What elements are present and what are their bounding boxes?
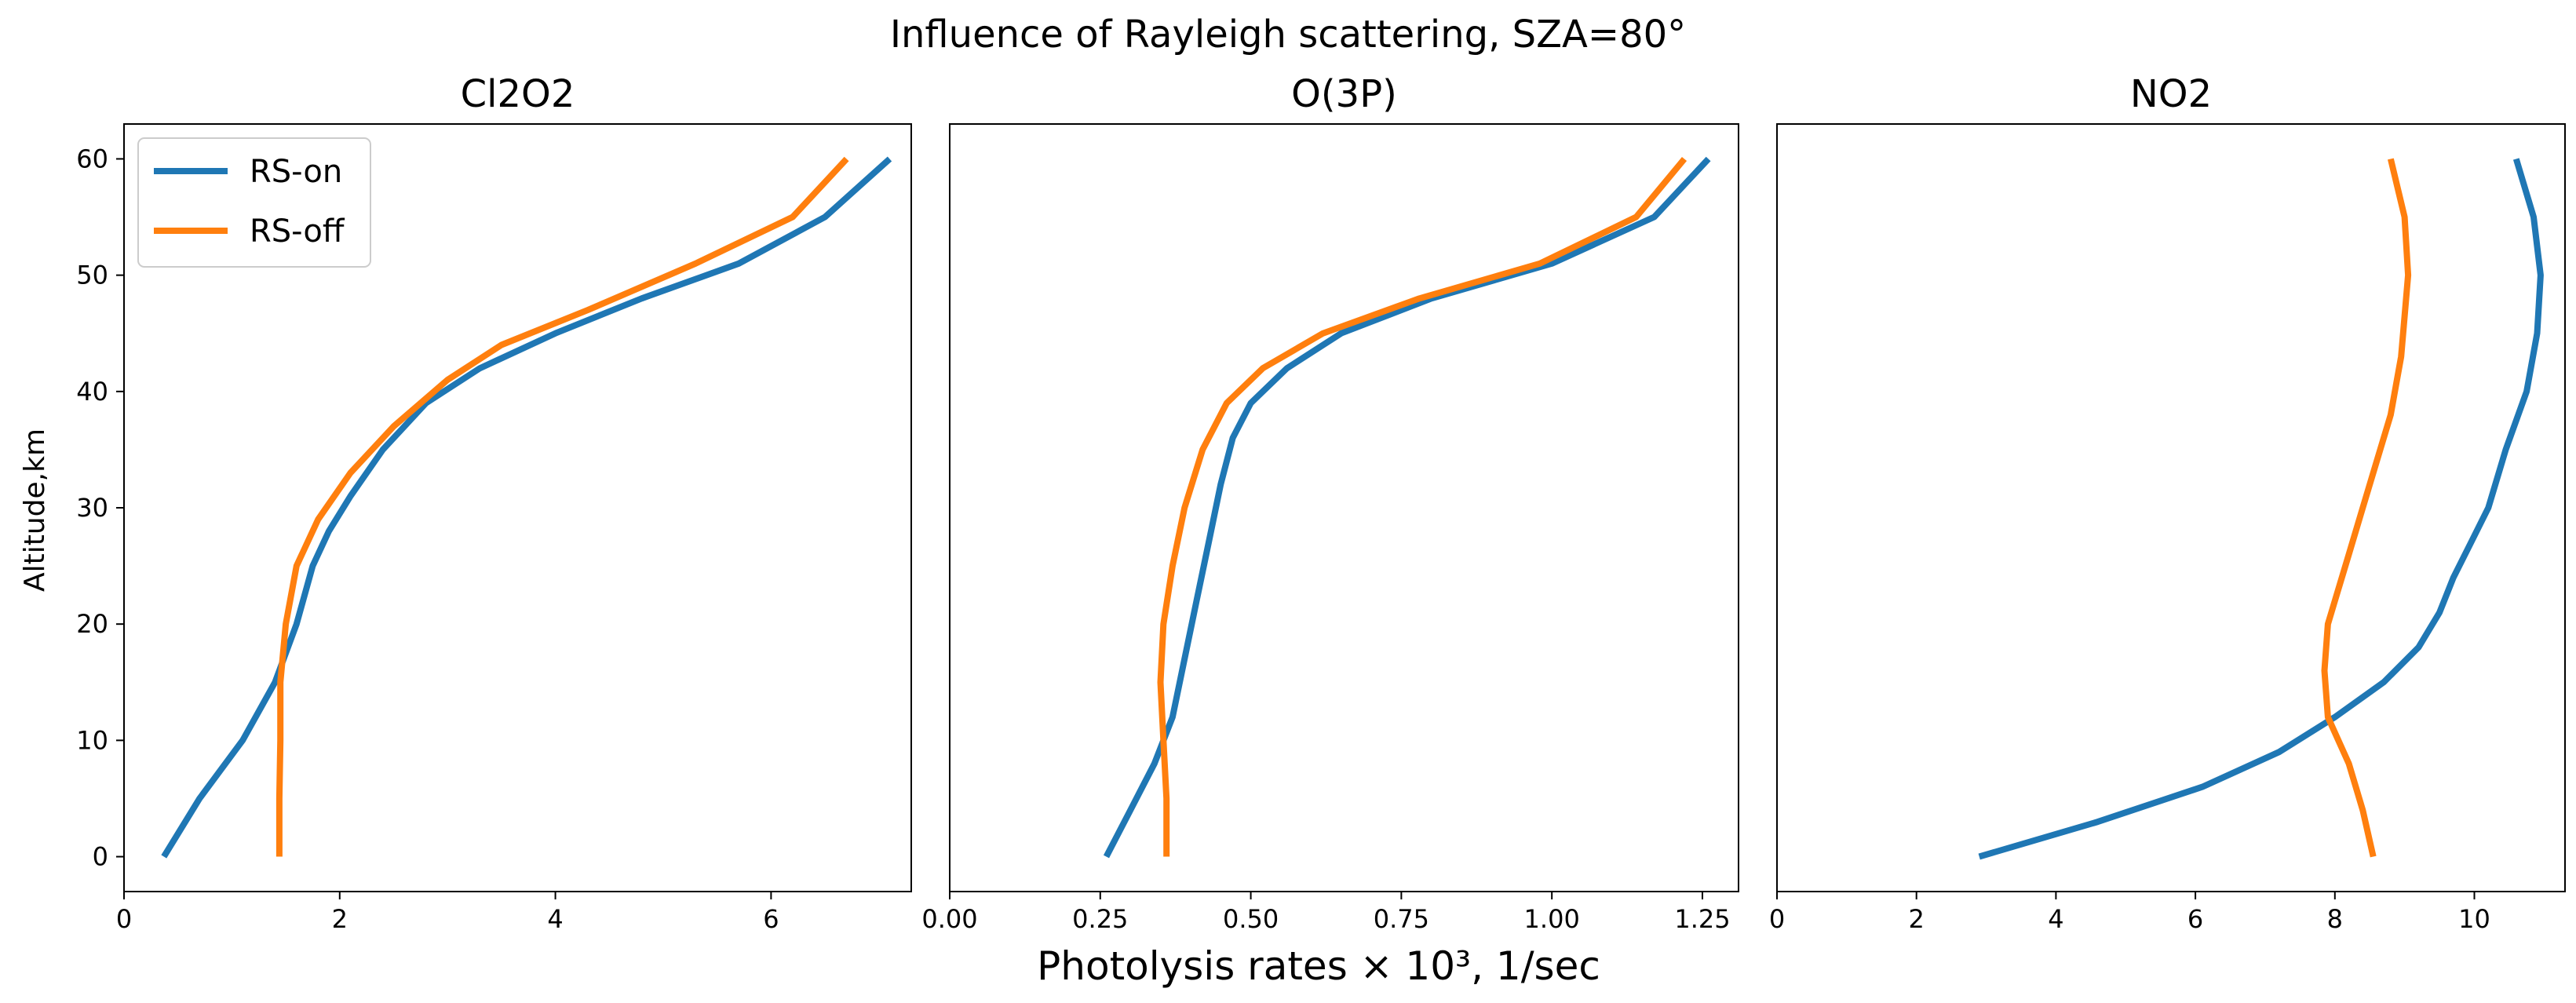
x-tick-label: 1.00 — [1524, 904, 1580, 934]
x-tick-label: 1.25 — [1674, 904, 1730, 934]
y-tick-label: 40 — [76, 377, 108, 407]
y-tick-label: 20 — [76, 609, 108, 639]
series-line-rs-off — [2321, 158, 2412, 858]
x-tick-label: 6 — [2187, 904, 2203, 934]
figure-title: Influence of Rayleigh scattering, SZA=80… — [890, 13, 1686, 57]
subplot-2: NO2 0 2 4 6 8 10 — [1769, 72, 2566, 934]
y-tick-label: 0 — [93, 842, 108, 872]
series-line-rs-off — [275, 156, 849, 857]
legend-label-rs-off: RS-off — [250, 213, 345, 250]
x-tick-label: 2 — [1909, 904, 1925, 934]
x-tick-label: 10 — [2458, 904, 2490, 934]
x-tick-label: 0 — [1769, 904, 1785, 934]
x-tick-label: 0.25 — [1072, 904, 1128, 934]
series-line-rs-on — [161, 156, 892, 859]
x-tick-label: 4 — [547, 904, 563, 934]
legend-label-rs-on: RS-on — [250, 154, 342, 190]
x-tick-label: 6 — [763, 904, 779, 934]
x-tick-label: 0.75 — [1374, 904, 1429, 934]
series-line-rs-off — [1157, 156, 1688, 857]
legend: RS-on RS-off — [137, 137, 371, 268]
y-tick-label: 60 — [76, 144, 108, 173]
x-tick-label: 0.50 — [1223, 904, 1279, 934]
subplot-1: O(3P) 0.00 0.25 0.50 0.75 1.00 1.25 — [921, 72, 1739, 934]
x-axis-label: Photolysis rates × 10³, 1/sec — [1037, 943, 1600, 989]
subplot-title: NO2 — [2130, 72, 2212, 116]
plot-frame — [1776, 123, 2566, 892]
plot-frame — [123, 123, 912, 892]
plot-frame — [949, 123, 1739, 892]
x-tick-label: 8 — [2327, 904, 2343, 934]
series-line-rs-on — [1978, 158, 2544, 860]
x-tick-label: 4 — [2048, 904, 2063, 934]
x-tick-label: 2 — [332, 904, 348, 934]
x-tick-label: 0.00 — [921, 904, 977, 934]
y-tick-label: 10 — [76, 725, 108, 755]
y-tick-label: 30 — [76, 493, 108, 523]
x-tick-label: 0 — [116, 904, 132, 934]
subplot-title: Cl2O2 — [461, 72, 575, 116]
y-tick-label: 50 — [76, 261, 108, 290]
y-axis-label: Altitude,km — [19, 429, 51, 592]
subplot-title: O(3P) — [1291, 72, 1397, 116]
